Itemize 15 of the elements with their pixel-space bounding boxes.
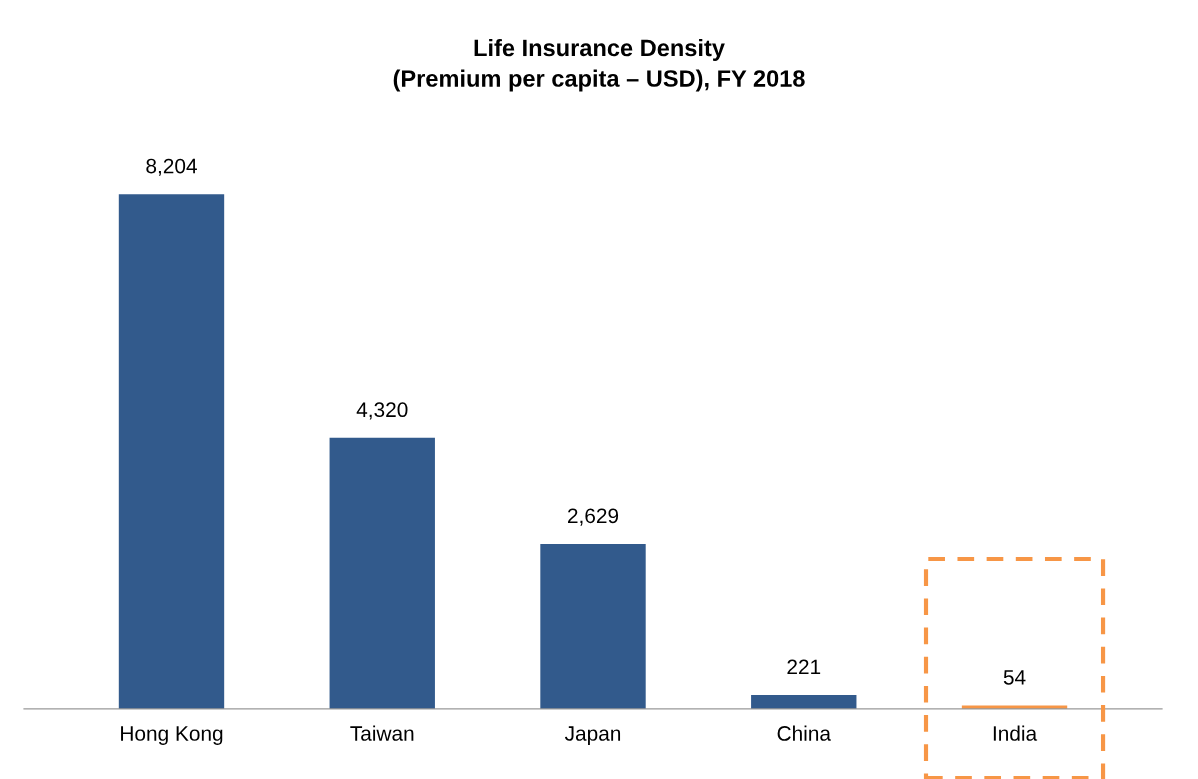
data-label: 4,320 (356, 402, 408, 420)
x-tick-label: Hong Kong (121, 726, 223, 745)
chart-title: Life Insurance Density (Premium per capita – USD), FY 2018 (393, 38, 805, 92)
data-label: 221 (787, 659, 821, 675)
data-label: 8,204 (146, 158, 197, 176)
bar (540, 543, 646, 709)
x-tick-label: Japan (564, 726, 621, 745)
x-tick-label: India (993, 725, 1038, 741)
bar (751, 695, 857, 709)
bar (329, 437, 435, 709)
bar (118, 194, 225, 709)
data-label: 2,629 (567, 508, 619, 526)
x-tick-label: China (777, 725, 831, 741)
data-label: 54 (1003, 670, 1026, 685)
x-tick-label: Taiwan (350, 725, 414, 741)
